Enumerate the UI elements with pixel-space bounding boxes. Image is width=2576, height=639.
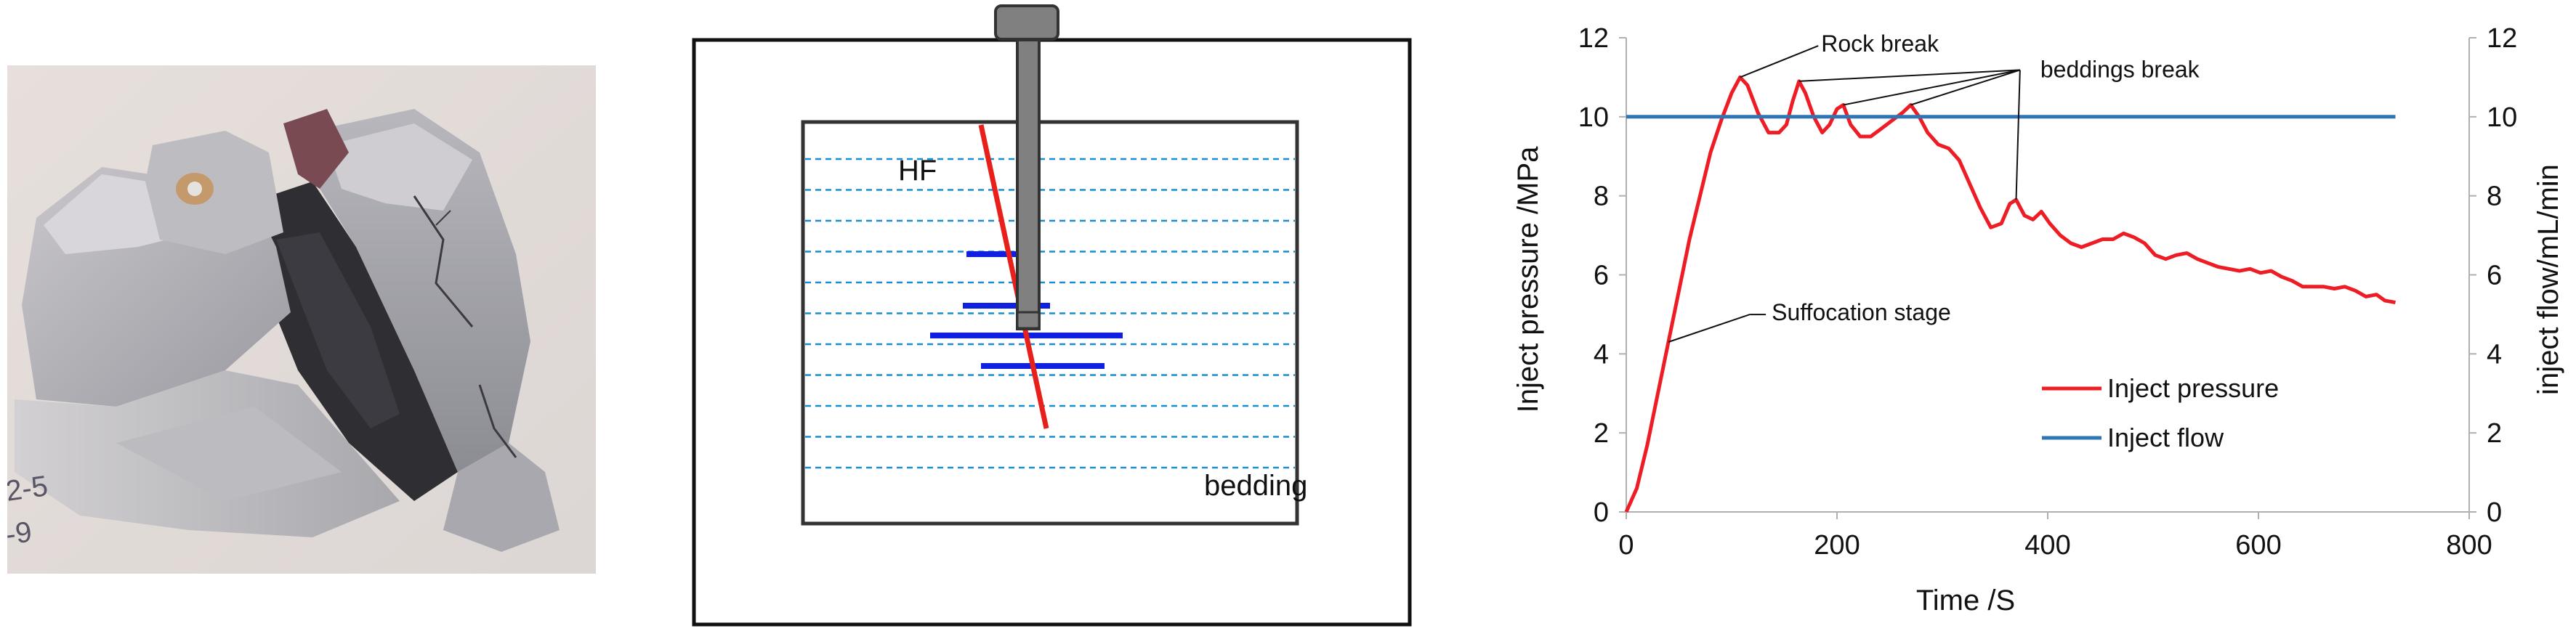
x-tick-label: 0 (1618, 530, 1634, 561)
left-tick-labels: 0 2 4 6 8 10 12 (1578, 23, 1626, 528)
experiment-schematic: HF bedding (683, 0, 1424, 636)
annotation-leader-line (1740, 45, 1819, 78)
chart-axes (1626, 38, 2470, 513)
annotation-label: beddings break (2040, 56, 2200, 82)
right-tick-label: 0 (2487, 497, 2502, 528)
right-tick-label: 10 (2487, 102, 2517, 133)
chart-series (1624, 75, 2396, 513)
annotation-leader-line (1668, 314, 1751, 343)
right-tick-label: 12 (2487, 23, 2517, 54)
annotation-leader-line (2015, 70, 2021, 200)
hydraulic-fracture-line (978, 124, 1049, 429)
annotation-leader-line (1798, 69, 2020, 82)
annotation-label: Rock break (1821, 30, 1939, 57)
right-tick-label: 8 (2487, 182, 2502, 212)
series-line-inject-pressure (1624, 75, 2396, 513)
chart-svg: 0 2 4 6 8 10 12 0 2 4 6 8 10 12 0 200 400 600 800 Rock b… (1512, 23, 2564, 616)
chart-annotations: Rock break beddings break Suffocation stag… (1668, 30, 2200, 343)
rock-sample-image: 2-5 -9 (7, 65, 596, 574)
left-tick-label: 6 (1594, 261, 1609, 291)
left-tick-label: 4 (1594, 339, 1609, 370)
y-axis-label-left: Inject pressure /MPa (1512, 146, 1544, 413)
bedding-lines (805, 158, 1295, 469)
x-tick-label: 400 (2024, 530, 2070, 561)
left-tick-label: 12 (1578, 23, 1609, 54)
injection-rod-tip (1016, 311, 1041, 330)
injection-rod-head (994, 4, 1059, 41)
bedding-label: bedding (1204, 470, 1307, 502)
right-tick-label: 2 (2487, 418, 2502, 449)
y-axis-label-right: inject flow/mL/min (2532, 164, 2564, 395)
pressure-flow-chart: 0 2 4 6 8 10 12 0 2 4 6 8 10 12 0 200 400 600 800 Rock b… (1511, 0, 2576, 636)
legend-label: Inject flow (2107, 423, 2224, 452)
schematic-diagram: HF bedding (692, 4, 1412, 627)
left-tick-label: 0 (1594, 497, 1609, 528)
x-axis-label: Time /S (1916, 585, 2015, 616)
annotation-leader-line (1910, 69, 2021, 106)
rock-sample-photo: 2-5 -9 (7, 65, 596, 574)
legend-label: Inject pressure (2107, 373, 2279, 403)
x-tick-labels: 0 200 400 600 800 (1618, 512, 2492, 561)
left-tick-label: 2 (1594, 418, 1609, 449)
handwriting-mark-1: 2-5 (7, 470, 50, 508)
annotation-label: Suffocation stage (1772, 299, 1951, 325)
left-tick-label: 8 (1594, 182, 1609, 212)
hf-label: HF (898, 155, 937, 187)
right-tick-label: 6 (2487, 261, 2502, 291)
x-tick-label: 600 (2235, 530, 2281, 561)
injection-rod (1016, 38, 1041, 330)
rock-sample-block (801, 120, 1299, 526)
chart-legend: Inject pressure Inject flow (2042, 373, 2279, 452)
right-tick-labels: 0 2 4 6 8 10 12 (2469, 23, 2517, 528)
left-tick-label: 10 (1578, 102, 1609, 133)
annotation-leader-line (1843, 69, 2021, 106)
right-tick-label: 4 (2487, 339, 2502, 370)
x-tick-label: 800 (2446, 530, 2492, 561)
handwriting-mark-2: -9 (7, 516, 33, 551)
x-tick-label: 200 (1814, 530, 1860, 561)
